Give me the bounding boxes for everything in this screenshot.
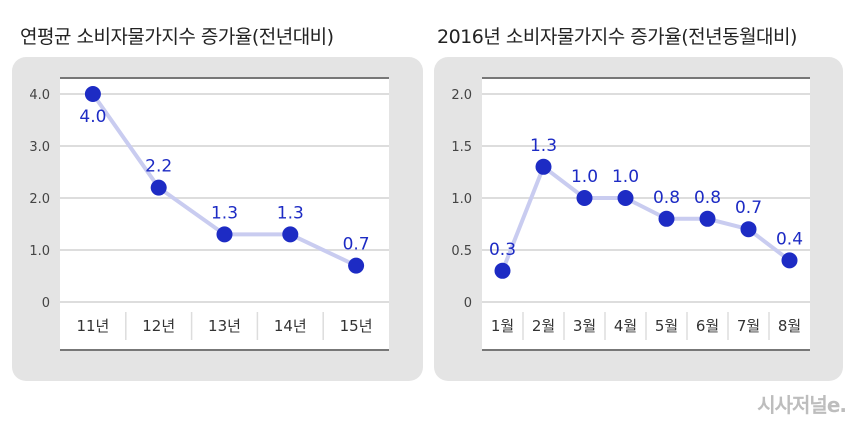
data-label: 1.3	[277, 203, 304, 223]
data-point	[348, 257, 365, 274]
data-label: 1.3	[530, 136, 557, 156]
y-tick-label: 1.0	[451, 192, 472, 207]
data-label: 0.8	[653, 188, 680, 208]
x-tick-label: 3월	[573, 317, 596, 335]
plot-area	[482, 78, 810, 350]
chart-title-right: 2016년 소비자물가지수 증가율(전년동월대비)	[437, 26, 797, 48]
data-point	[617, 190, 634, 206]
data-label: 2.2	[145, 157, 172, 177]
x-tick-label: 5월	[655, 317, 678, 335]
x-tick-label: 7월	[737, 317, 760, 335]
x-tick-label: 8월	[778, 317, 801, 335]
data-point	[535, 158, 552, 175]
y-tick-label: 0	[464, 296, 472, 311]
data-label: 0.4	[776, 229, 803, 249]
data-point	[699, 210, 716, 227]
data-label: 0.7	[343, 235, 370, 255]
y-tick-label: 2.0	[451, 88, 472, 103]
y-tick-label: 1.5	[451, 140, 472, 155]
data-point	[494, 262, 511, 279]
y-tick-label: 0	[42, 296, 50, 311]
x-tick-label: 6월	[696, 317, 719, 335]
x-tick-label: 2월	[532, 317, 555, 335]
x-tick-label: 15년	[340, 317, 373, 335]
data-label: 0.3	[489, 240, 516, 260]
publisher-logo: 시사저널e.	[757, 393, 847, 417]
data-label: 1.3	[211, 203, 238, 223]
data-label: 0.8	[694, 188, 721, 208]
data-label: 1.0	[612, 167, 639, 187]
y-tick-label: 2.0	[29, 192, 50, 207]
data-label: 4.0	[79, 107, 106, 127]
data-point	[282, 226, 299, 243]
data-point	[658, 210, 675, 227]
y-tick-label: 3.0	[29, 140, 50, 155]
x-tick-label: 13년	[208, 317, 241, 335]
x-tick-label: 4월	[614, 317, 637, 335]
x-tick-label: 14년	[274, 317, 307, 335]
data-label: 0.7	[735, 198, 762, 218]
x-tick-label: 12년	[142, 317, 175, 335]
y-tick-label: 1.0	[29, 244, 50, 259]
x-tick-label: 1월	[491, 317, 514, 335]
data-point	[576, 190, 593, 206]
chart-title-left: 연평균 소비자물가지수 증가율(전년대비)	[20, 26, 334, 48]
data-label: 1.0	[571, 167, 598, 187]
data-point	[740, 221, 757, 238]
data-point	[84, 86, 101, 102]
data-point	[150, 179, 167, 196]
y-tick-label: 0.5	[451, 244, 472, 259]
x-tick-label: 11년	[76, 317, 109, 335]
y-tick-label: 4.0	[29, 88, 50, 103]
data-point	[781, 252, 798, 269]
data-point	[216, 226, 233, 243]
